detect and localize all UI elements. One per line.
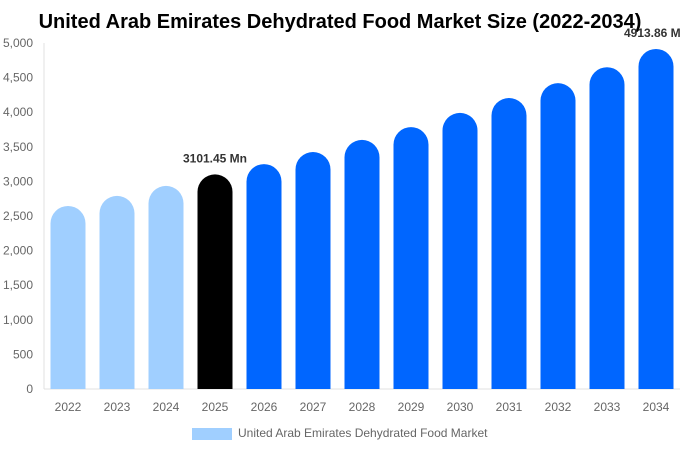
legend-swatch[interactable] bbox=[192, 428, 232, 440]
bar-2032[interactable] bbox=[540, 83, 576, 390]
y-tick-label: 4,000 bbox=[3, 105, 33, 119]
y-tick-label: 1,500 bbox=[3, 278, 33, 292]
x-tick-label: 2027 bbox=[300, 400, 327, 414]
y-tick-label: 3,500 bbox=[3, 140, 33, 154]
y-tick-label: 2,500 bbox=[3, 209, 33, 223]
x-tick-label: 2029 bbox=[398, 400, 425, 414]
bar-2030[interactable] bbox=[442, 112, 478, 390]
x-tick-label: 2034 bbox=[643, 400, 670, 414]
bar-2027[interactable] bbox=[295, 151, 331, 389]
data-label: 3101.45 Mn bbox=[183, 151, 247, 165]
bar-2024[interactable] bbox=[148, 185, 184, 389]
bar-2029[interactable] bbox=[393, 127, 429, 390]
y-tick-label: 3,000 bbox=[3, 174, 33, 188]
x-tick-label: 2032 bbox=[545, 400, 572, 414]
x-tick-label: 2025 bbox=[202, 400, 229, 414]
x-tick-label: 2028 bbox=[349, 400, 376, 414]
legend-label[interactable]: United Arab Emirates Dehydrated Food Mar… bbox=[238, 426, 488, 440]
x-tick-label: 2031 bbox=[496, 400, 523, 414]
bar-2026[interactable] bbox=[246, 164, 282, 389]
y-tick-label: 0 bbox=[26, 382, 33, 396]
chart-title: United Arab Emirates Dehydrated Food Mar… bbox=[39, 11, 642, 33]
x-tick-label: 2030 bbox=[447, 400, 474, 414]
bar-2022[interactable] bbox=[50, 205, 86, 389]
bar-2033[interactable] bbox=[589, 67, 625, 389]
x-tick-label: 2022 bbox=[55, 400, 82, 414]
y-tick-label: 1,000 bbox=[3, 313, 33, 327]
x-tick-label: 2024 bbox=[153, 400, 180, 414]
y-tick-label: 500 bbox=[13, 347, 33, 361]
x-tick-label: 2033 bbox=[594, 400, 621, 414]
y-tick-label: 4,500 bbox=[3, 71, 33, 85]
y-tick-label: 5,000 bbox=[3, 36, 33, 50]
bar-2031[interactable] bbox=[491, 98, 527, 389]
x-tick-label: 2026 bbox=[251, 400, 278, 414]
bar-2028[interactable] bbox=[344, 139, 380, 389]
x-tick-label: 2023 bbox=[104, 400, 131, 414]
bar-2034[interactable] bbox=[638, 48, 674, 390]
bar-2025[interactable] bbox=[197, 174, 233, 389]
y-tick-label: 2,000 bbox=[3, 244, 33, 258]
data-label: 4913.86 Mn bbox=[624, 26, 680, 40]
bar-2023[interactable] bbox=[99, 195, 135, 389]
